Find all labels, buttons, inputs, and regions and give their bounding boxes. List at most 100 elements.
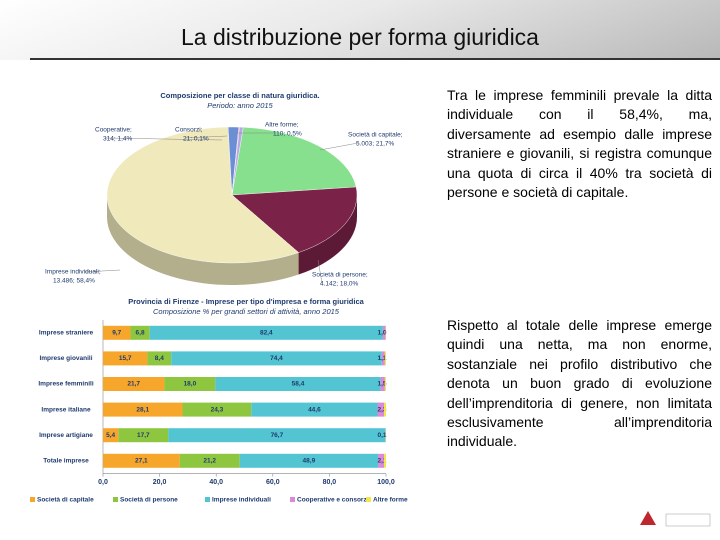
bar-segment [171, 351, 382, 366]
value-label: 17,7 [137, 432, 150, 439]
pie-side [298, 195, 357, 275]
value-label: 9,7 [112, 330, 121, 337]
bar-segment [147, 351, 172, 366]
paragraph: Tra le imprese femminili prevale la ditt… [447, 87, 712, 201]
value-label: 6,8 [136, 330, 145, 337]
pie-value-label: 13.486; 58,4% [53, 278, 95, 285]
bar-segment [103, 453, 180, 468]
legend-label: Imprese individuali [212, 497, 271, 504]
leader-line [184, 135, 228, 139]
pie-label: Cooperative; [95, 127, 132, 134]
pie-label: Consorzi; [175, 127, 203, 134]
x-tick-label: 40,0 [209, 479, 223, 486]
slide-title: La distribuzione per forma giuridica [181, 24, 539, 50]
y-tick-label: Totale imprese [43, 458, 89, 465]
leader-line [104, 137, 223, 141]
value-label: 1,1 [377, 355, 386, 362]
value-label: 27,1 [135, 458, 148, 465]
legend-label: Altre forme [373, 497, 408, 504]
bar-segment [384, 402, 386, 417]
value-label: 0,1 [377, 432, 386, 439]
header-band [0, 0, 720, 60]
value-label: 8,4 [155, 355, 164, 362]
bar-segment [103, 402, 183, 417]
y-tick-label: Imprese italiane [41, 406, 91, 413]
bar-segment [251, 402, 378, 417]
legend-swatch [290, 497, 295, 502]
value-label: 18,0 [184, 381, 197, 388]
pie-label: Società di persone; [312, 272, 368, 279]
leader-line [84, 269, 121, 273]
pie-slice [231, 127, 357, 196]
bar-segment [103, 351, 148, 366]
pie-side [107, 195, 299, 285]
bar-segment [130, 325, 150, 340]
pie-value-label: 110; 0,5% [273, 131, 302, 138]
pie-title: Composizione per classe di natura giurid… [160, 91, 319, 100]
value-label: 58,4 [292, 381, 305, 388]
value-label: 24,3 [211, 406, 224, 413]
value-label: 2,3 [377, 406, 386, 413]
bar-segment [182, 402, 252, 417]
value-label: 5,4 [106, 432, 115, 439]
value-label: 48,9 [303, 458, 316, 465]
legend-swatch [205, 497, 210, 502]
value-label: 44,6 [308, 406, 321, 413]
x-tick-label: 80,0 [323, 479, 337, 486]
legend-swatch [366, 497, 371, 502]
value-label: 2,1 [377, 458, 386, 465]
x-tick-label: 20,0 [153, 479, 167, 486]
title-rule [30, 58, 720, 60]
bar-segment [384, 453, 386, 468]
bar-segment [380, 377, 385, 391]
bar-segment [239, 453, 379, 468]
bar-segment [215, 377, 381, 391]
pie-value-label: 5.003; 21,7% [356, 141, 395, 148]
bar-segment [384, 351, 386, 366]
pie-slice [106, 126, 299, 264]
y-tick-label: Imprese femminili [38, 381, 93, 388]
paragraph: Rispetto al totale delle imprese emerge … [447, 317, 712, 450]
x-tick-label: 60,0 [266, 479, 280, 486]
bar-segment [381, 351, 385, 366]
value-label: 82,4 [260, 330, 273, 337]
legend-label: Società di capitale [37, 497, 94, 504]
pie-slice [231, 126, 244, 196]
y-tick-label: Imprese straniere [39, 330, 94, 337]
bar-segment [377, 402, 385, 417]
value-label: 1,5 [377, 381, 386, 388]
pie-label: Imprese individuali; [45, 269, 101, 276]
bar-segment [103, 428, 119, 443]
bar-segment [382, 325, 386, 340]
pie-label: Società di capitale; [348, 132, 403, 139]
bar-segment [103, 325, 131, 340]
pie-slice [231, 186, 358, 253]
value-label: 1,0 [377, 330, 386, 337]
pie-value-label: 21; 0,1% [183, 136, 209, 143]
value-label: 28,1 [136, 406, 149, 413]
bar-segment [118, 428, 169, 443]
bar-segment [378, 453, 385, 468]
bar-segment [164, 377, 216, 391]
legend-swatch [30, 497, 35, 502]
bar-title: Provincia di Firenze - Imprese per tipo … [128, 297, 364, 306]
bar-segment [149, 325, 383, 340]
pie-value-label: 4.142; 18,0% [320, 281, 359, 288]
bar-segment [168, 428, 386, 443]
leader-line [317, 259, 323, 284]
logo [640, 511, 711, 527]
legend-swatch [113, 497, 118, 502]
pie-value-label: 314; 1,4% [103, 136, 132, 143]
x-tick-label: 0,0 [98, 479, 108, 486]
value-label: 15,7 [119, 355, 132, 362]
leader-line [319, 142, 359, 151]
bar-segment [384, 377, 386, 391]
bar-segment [103, 377, 165, 391]
value-label: 21,2 [203, 458, 216, 465]
y-tick-label: Imprese artigiane [39, 432, 93, 439]
bar-segment [179, 453, 240, 468]
pie-subtitle: Periodo: anno 2015 [207, 101, 273, 110]
legend-label: Società di persone [120, 497, 178, 504]
